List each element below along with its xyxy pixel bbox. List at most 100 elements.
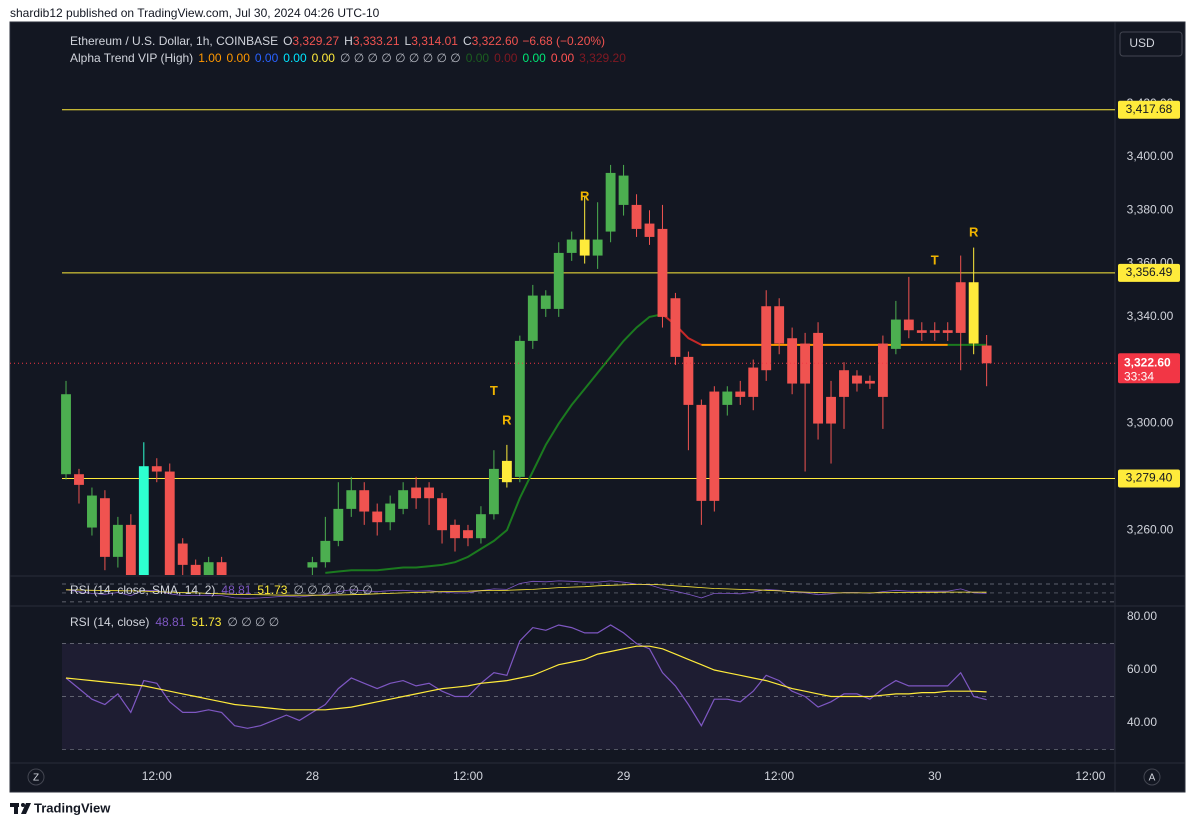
level-label-box	[1118, 100, 1180, 119]
candle-body	[903, 319, 914, 331]
candle-body	[942, 330, 953, 333]
ohlc-key: L	[405, 34, 412, 48]
y-tick-label: 3,260.00	[1127, 522, 1174, 536]
trend-line	[325, 313, 987, 574]
x-tick-label: 29	[617, 769, 631, 783]
candle-body	[527, 295, 538, 341]
x-tick-label: 28	[306, 769, 320, 783]
candle-body	[865, 380, 875, 384]
candle-body	[852, 375, 862, 384]
ohlc-value: 3,333.21	[353, 34, 400, 48]
candle-body	[553, 252, 564, 309]
candle-body	[748, 367, 759, 397]
candle-body	[74, 474, 84, 485]
indicator-value: 0.00	[494, 51, 518, 65]
scale-button[interactable]	[27, 768, 45, 786]
ohlc-value: 3,322.60	[472, 34, 519, 48]
level-label-box	[1118, 263, 1180, 282]
candle-body	[61, 394, 71, 475]
candle-body	[566, 239, 577, 253]
candle-body	[761, 306, 772, 371]
indicator-value: 1.00	[198, 51, 222, 65]
indicator-value: 0.00	[283, 51, 307, 65]
candle-body	[151, 466, 162, 472]
change: −6.68 (−0.20%)	[522, 34, 605, 48]
candle-body	[359, 490, 370, 512]
candle-body	[398, 490, 409, 509]
indicator-value: ∅ ∅ ∅ ∅ ∅ ∅ ∅ ∅ ∅	[340, 51, 461, 65]
indicator-value: 3,329.20	[579, 51, 626, 65]
candle-body	[955, 282, 966, 333]
signal-annotation: T	[931, 252, 939, 267]
countdown: 33:34	[1124, 369, 1154, 383]
rsi-band	[62, 643, 1115, 750]
candle-body	[320, 540, 331, 563]
level-label: 3,417.68	[1126, 102, 1173, 116]
signal-annotation: T	[490, 383, 498, 398]
rsi-title: RSI (14, close)	[70, 615, 149, 629]
candle-body	[424, 487, 435, 499]
candle-body	[605, 172, 616, 232]
rsi-title: RSI (14, close, SMA, 14, 2)	[70, 583, 215, 597]
x-tick-label: 12:00	[764, 769, 794, 783]
rsi-legend-value: ∅ ∅ ∅ ∅	[227, 615, 279, 629]
publish-header: shardib12 published on TradingView.com, …	[10, 6, 380, 20]
level-label-box	[1118, 469, 1180, 488]
candle-body	[877, 343, 888, 397]
candle-body	[800, 343, 811, 384]
indicator-name: Alpha Trend VIP (High)	[70, 51, 193, 65]
candle-body	[787, 338, 798, 384]
y-tick-label: 3,380.00	[1127, 202, 1174, 216]
footer-brand: TradingView	[34, 800, 111, 815]
candle-body	[514, 340, 525, 477]
currency: USD	[1129, 36, 1155, 50]
symbol: Ethereum / U.S. Dollar, 1h, COINBASE	[70, 34, 278, 48]
candle-body	[333, 508, 344, 541]
candle-body	[657, 228, 668, 317]
scale-button-label: Z	[33, 773, 39, 784]
candle-body	[164, 471, 175, 575]
candle-body	[683, 356, 694, 405]
level-label: 3,356.49	[1126, 265, 1173, 279]
candle-body	[696, 404, 707, 501]
signal-annotation: R	[969, 224, 979, 239]
candle-body	[216, 562, 227, 575]
candle-body	[709, 391, 720, 501]
currency-box[interactable]	[1119, 31, 1183, 57]
rsi-pane	[62, 624, 1115, 750]
indicator-value: 0.00	[466, 51, 490, 65]
signal-annotation: R	[502, 412, 512, 427]
indicator-legend: Alpha Trend VIP (High) 1.00 0.00 0.00 0.00 0.…	[70, 51, 626, 65]
candle-body	[177, 543, 188, 565]
candle-body	[112, 524, 123, 557]
candle-body	[735, 391, 746, 397]
ohlc-value: 3,329.27	[292, 34, 339, 48]
candle-body	[916, 330, 927, 333]
candle-body	[540, 295, 551, 309]
candle-body	[463, 530, 473, 539]
rsi-line	[65, 645, 987, 711]
x-tick-label: 12:00	[142, 769, 172, 783]
symbol-legend: Ethereum / U.S. Dollar, 1h, COINBASE O3,3…	[70, 34, 605, 48]
candle-body	[138, 466, 149, 575]
rsi-line	[65, 624, 987, 729]
candle-body	[346, 490, 357, 509]
scale-button-label: A	[1149, 773, 1156, 784]
rsi-legend: RSI (14, close) 48.81 51.73 ∅ ∅ ∅ ∅	[70, 615, 279, 629]
candle-body	[125, 524, 136, 575]
indicator-value: 0.00	[227, 51, 251, 65]
chart-frame	[9, 21, 1186, 793]
rsi-legend-value: 51.73	[191, 615, 221, 629]
last-price-box	[1118, 353, 1180, 384]
scale-button[interactable]	[1143, 768, 1161, 786]
rsi-legend-value: ∅ ∅ ∅ ∅ ∅ ∅	[293, 583, 372, 597]
candle-body	[87, 495, 97, 528]
ohlc-value: 3,314.01	[411, 34, 458, 48]
candle-body	[411, 487, 422, 499]
candle-body	[372, 511, 383, 523]
y-tick-label: 3,300.00	[1127, 416, 1174, 430]
x-tick-label: 12:00	[453, 769, 483, 783]
candle-body	[501, 460, 512, 483]
